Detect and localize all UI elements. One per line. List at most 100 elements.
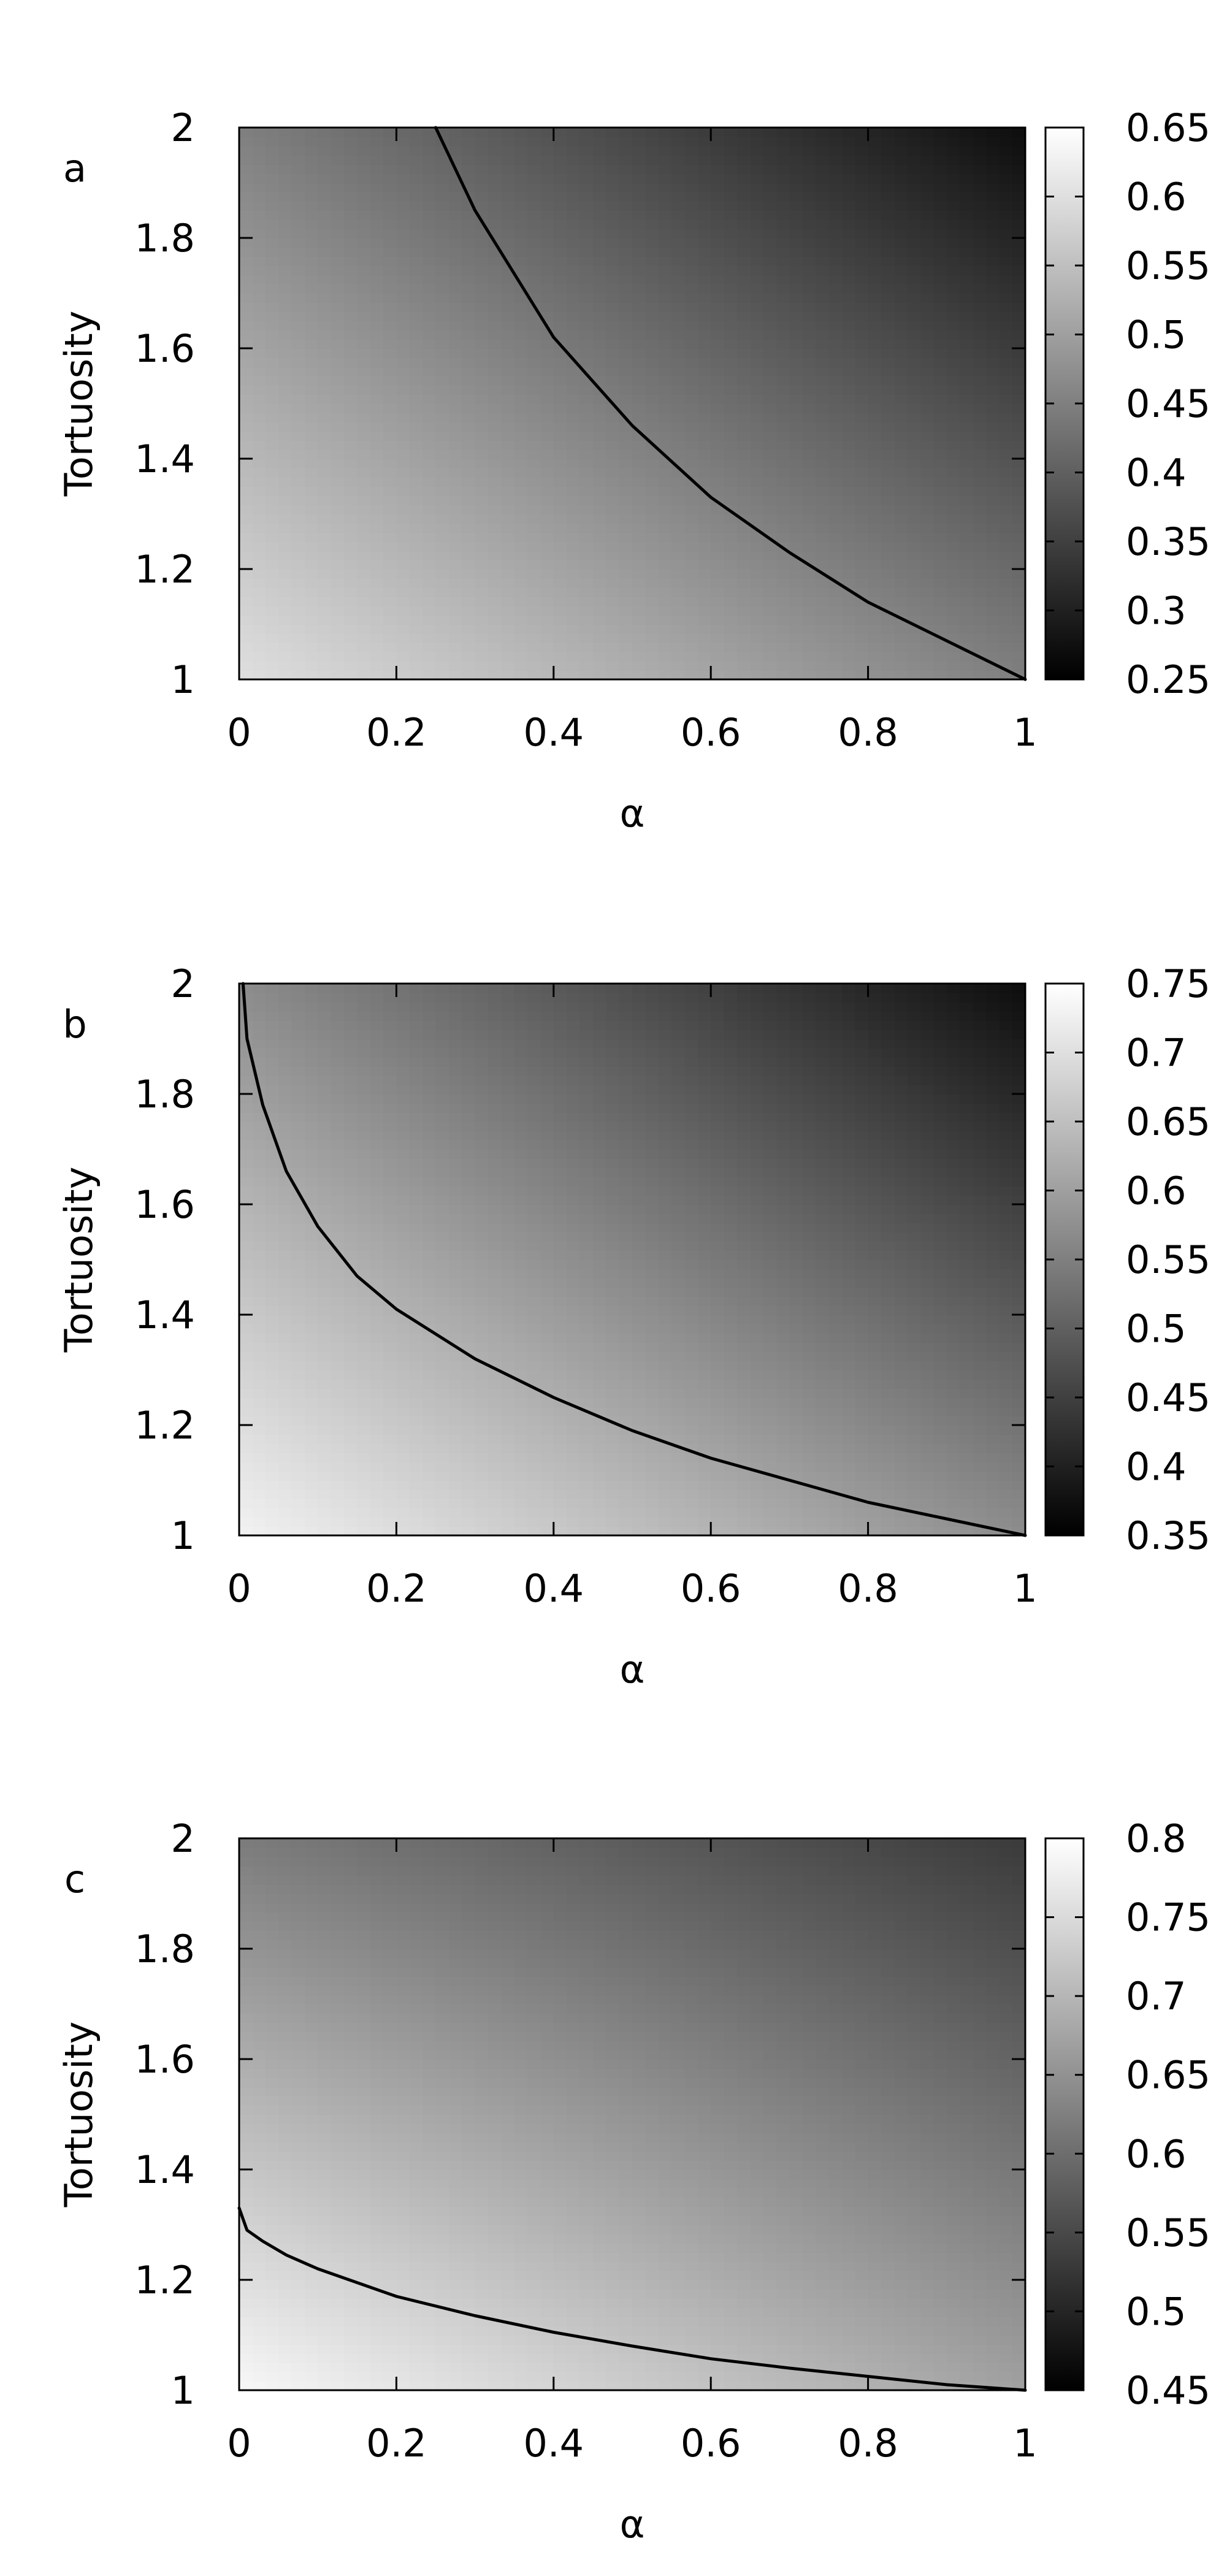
heatmap-cell [265,1076,279,1085]
heatmap-cell [318,1434,332,1444]
heatmap-cell [331,643,345,652]
heatmap-cell [855,146,869,156]
heatmap-cell [763,486,777,496]
heatmap-cell [816,339,830,349]
heatmap-cell [776,367,790,376]
heatmap-cell [265,1351,279,1361]
heatmap-cell [291,302,305,312]
heatmap-cell [383,1030,397,1039]
heatmap-cell [487,403,502,413]
heatmap-cell [736,220,751,229]
heatmap-cell [475,1324,489,1334]
heatmap-cell [239,367,253,376]
heatmap-cell [331,302,345,312]
heatmap-cell [383,1453,397,1462]
heatmap-cell [278,1287,292,1297]
heatmap-cell [422,1416,437,1426]
heatmap-cell [553,284,567,294]
colorbar-tick-label: 0.6 [1126,175,1187,220]
heatmap-cell [383,321,397,331]
heatmap-cell [946,146,960,156]
heatmap-cell [540,597,554,606]
heatmap-cell [475,486,489,496]
heatmap-cell [370,128,384,137]
heatmap-cell [855,532,869,542]
heatmap-cell [435,238,449,248]
heatmap-cell [1012,311,1026,321]
heatmap-cell [907,486,921,496]
heatmap-cell [239,1526,253,1536]
heatmap-cell [501,1112,515,1122]
heatmap-cell [462,394,476,404]
heatmap-cell [985,311,1000,321]
heatmap-cell [999,643,1013,652]
heatmap-cell [802,459,816,468]
heatmap-cell [592,551,607,560]
heatmap-cell [252,1526,266,1536]
heatmap-cell [697,137,711,147]
heatmap-cell [973,569,987,579]
heatmap-cell [1012,192,1026,202]
heatmap-cell [789,229,803,239]
heatmap-cell [487,1195,502,1205]
heatmap-cell [409,477,423,487]
heatmap-cell [462,1499,476,1508]
heatmap-cell [645,266,659,275]
heatmap-cell [527,128,541,137]
heatmap-cell [239,495,253,505]
heatmap-cell [684,174,698,183]
heatmap-cell [383,367,397,376]
heatmap-cell [331,597,345,606]
heatmap-cell [763,293,777,303]
heatmap-cell [304,1241,318,1251]
heatmap-cell [462,486,476,496]
heatmap-cell [697,164,711,174]
heatmap-cell [619,403,633,413]
heatmap-cell [750,367,764,376]
heatmap-cell [540,164,554,174]
heatmap-cell [409,229,423,239]
x-tick-label: 0 [227,710,251,755]
heatmap-cell [789,275,803,285]
heatmap-cell [841,477,856,487]
heatmap-cell [789,422,803,432]
heatmap-cell [855,311,869,321]
heatmap-cell [567,486,581,496]
heatmap-cell [671,477,686,487]
heatmap-cell [462,505,476,514]
heatmap-cell [396,652,410,662]
heatmap-cell [239,229,253,239]
heatmap-cell [619,348,633,358]
heatmap-cell [501,569,515,579]
heatmap-cell [881,624,895,634]
heatmap-cell [422,1351,437,1361]
heatmap-cell [252,266,266,275]
heatmap-cell [527,1489,541,1499]
heatmap-cell [527,174,541,183]
heatmap-cell [435,1204,449,1214]
heatmap-cell [697,459,711,468]
heatmap-cell [239,984,253,993]
heatmap-cell [1012,229,1026,239]
heatmap-cell [724,174,738,183]
heatmap-cell [973,661,987,671]
heatmap-cell [448,302,463,312]
heatmap-cell [816,376,830,386]
heatmap-cell [540,403,554,413]
heatmap-cell [567,413,581,422]
heatmap-cell [907,357,921,367]
heatmap-cell [763,597,777,606]
heatmap-cell [894,201,908,211]
heatmap-cell [357,321,371,331]
heatmap-cell [501,1232,515,1242]
heatmap-cell [409,1076,423,1085]
heatmap-cell [475,551,489,560]
heatmap-cell [973,597,987,606]
heatmap-cell [487,164,502,174]
heatmap-cell [592,560,607,570]
heatmap-cell [304,578,318,588]
heatmap-cell [435,174,449,183]
heatmap-cell [540,339,554,349]
heatmap-cell [802,523,816,533]
heatmap-cell [567,339,581,349]
